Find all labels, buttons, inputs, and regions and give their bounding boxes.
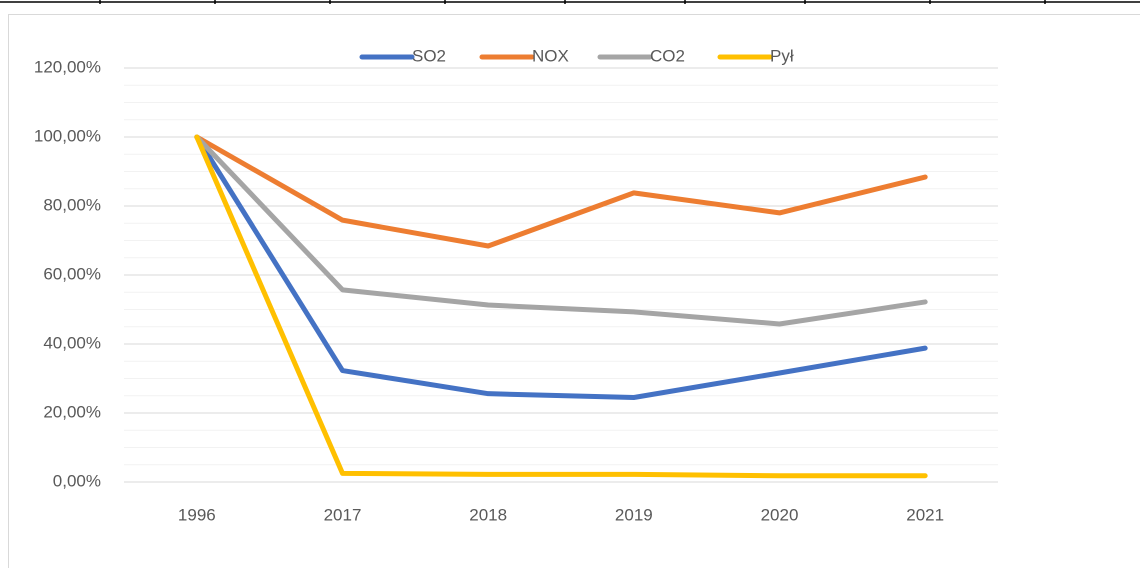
y-tick-label: 80,00% — [43, 195, 101, 214]
y-tick-label: 100,00% — [34, 126, 101, 145]
legend-label: Pył — [770, 46, 794, 65]
y-tick-label: 60,00% — [43, 264, 101, 283]
x-tick-label: 2018 — [469, 505, 507, 524]
table-border — [0, 0, 1140, 4]
series-line — [194, 134, 928, 479]
x-tick-label: 2020 — [761, 505, 799, 524]
series-line — [194, 134, 928, 249]
legend-label: CO2 — [650, 46, 685, 65]
x-tick-label: 2019 — [615, 505, 653, 524]
y-tick-label: 0,00% — [53, 471, 101, 490]
x-tick-label: 2017 — [324, 505, 362, 524]
series-line — [194, 134, 928, 400]
y-tick-label: 20,00% — [43, 402, 101, 421]
chart-frame — [8, 14, 1140, 568]
x-tick-label: 1996 — [178, 505, 216, 524]
legend-label: SO2 — [412, 46, 446, 65]
y-tick-label: 120,00% — [34, 57, 101, 76]
series-line — [194, 134, 928, 327]
y-tick-label: 40,00% — [43, 333, 101, 352]
x-tick-label: 2021 — [906, 505, 944, 524]
legend-label: NOX — [532, 46, 569, 65]
